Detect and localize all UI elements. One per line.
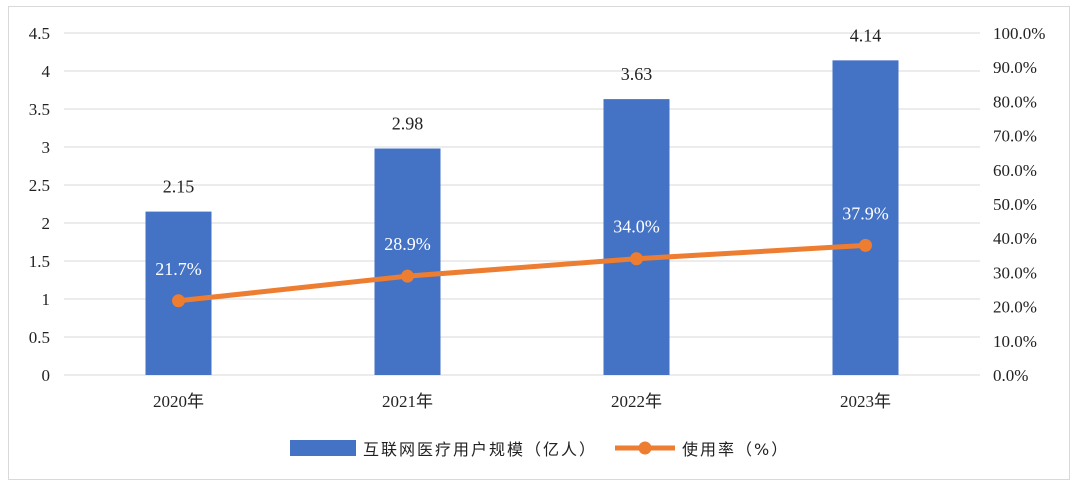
bar-value-label: 3.63 [621, 64, 653, 84]
x-tick-label: 2020年 [153, 392, 204, 411]
bar-value-label: 2.98 [392, 114, 424, 134]
y-left-tick-label: 0.5 [29, 328, 50, 347]
x-tick-label: 2023年 [840, 392, 891, 411]
bar [374, 148, 441, 375]
y-left-tick-label: 1.5 [29, 252, 50, 271]
line-value-label: 21.7% [155, 259, 202, 279]
y-left-tick-label: 3.5 [29, 100, 50, 119]
y-right-tick-label: 0.0% [993, 366, 1028, 385]
y-left-tick-label: 4 [42, 62, 51, 81]
legend-line-marker [638, 441, 652, 455]
y-right-tick-label: 30.0% [993, 263, 1037, 282]
bar-value-label: 4.14 [850, 25, 882, 45]
y-left-tick-label: 0 [42, 366, 51, 385]
line-value-label: 37.9% [842, 203, 889, 223]
line-marker [401, 269, 414, 283]
y-left-tick-label: 3 [42, 138, 51, 157]
y-right-tick-label: 90.0% [993, 58, 1037, 77]
y-right-tick-label: 50.0% [993, 195, 1037, 214]
y-right-tick-label: 40.0% [993, 229, 1037, 248]
y-right-tick-label: 80.0% [993, 92, 1037, 111]
legend-bar-swatch [290, 440, 356, 456]
y-left-tick-label: 4.5 [29, 24, 50, 43]
y-right-tick-label: 10.0% [993, 332, 1037, 351]
y-left-tick-label: 2.5 [29, 176, 50, 195]
bar [832, 60, 899, 376]
y-right-tick-label: 100.0% [993, 24, 1045, 43]
line-marker [859, 238, 872, 252]
line-marker [630, 252, 643, 266]
x-tick-label: 2022年 [611, 392, 662, 411]
y-left-tick-label: 2 [42, 214, 51, 233]
y-right-tick-label: 60.0% [993, 161, 1037, 180]
usage-rate-line [178, 242, 866, 304]
line-value-label: 28.9% [384, 234, 431, 254]
x-tick-label: 2021年 [382, 392, 433, 411]
line-marker [172, 294, 185, 308]
bar-value-label: 2.15 [163, 177, 195, 197]
bar [603, 99, 670, 376]
y-right-tick-label: 20.0% [993, 298, 1037, 317]
legend-line-label: 使用率（%） [682, 440, 789, 459]
y-left-tick-label: 1 [42, 290, 51, 309]
line-value-label: 34.0% [613, 217, 660, 237]
bar [145, 211, 212, 375]
y-right-tick-label: 70.0% [993, 127, 1037, 146]
legend-bar-label: 互联网医疗用户规模（亿人） [363, 440, 597, 459]
